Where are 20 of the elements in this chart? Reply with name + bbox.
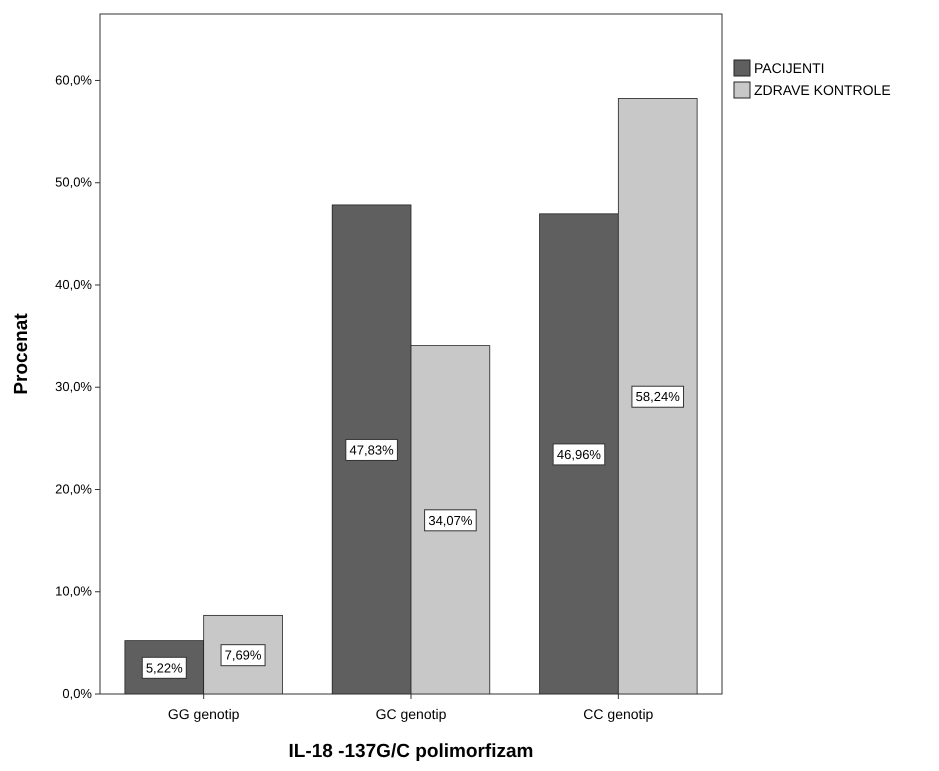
- x-tick-label: GG genotip: [168, 706, 240, 722]
- data-label: 58,24%: [636, 389, 680, 404]
- y-tick-label: 30,0%: [55, 379, 92, 394]
- y-tick-label: 40,0%: [55, 276, 92, 292]
- legend-label: ZDRAVE KONTROLE: [754, 82, 891, 98]
- data-label: 34,07%: [428, 512, 473, 528]
- x-tick-label: GC genotip: [376, 706, 447, 722]
- y-tick-label: 0,0%: [62, 686, 92, 701]
- data-label: 46,96%: [556, 446, 602, 462]
- x-axis-title: IL-18 -137G/C polimorfizam: [288, 741, 534, 762]
- y-tick-label: 60,0%: [55, 72, 92, 88]
- y-axis-title: Procenat: [11, 312, 32, 395]
- data-label: 7,69%: [224, 648, 262, 663]
- data-label: 47,83%: [350, 442, 394, 458]
- y-tick-label: 20,0%: [55, 481, 92, 496]
- data-label: 5,22%: [146, 660, 184, 676]
- y-tick-label: 10,0%: [55, 584, 92, 599]
- y-tick-label: 50,0%: [55, 174, 92, 190]
- x-tick-label: CC genotip: [583, 706, 654, 722]
- legend-label: PACIJENTI: [754, 60, 825, 76]
